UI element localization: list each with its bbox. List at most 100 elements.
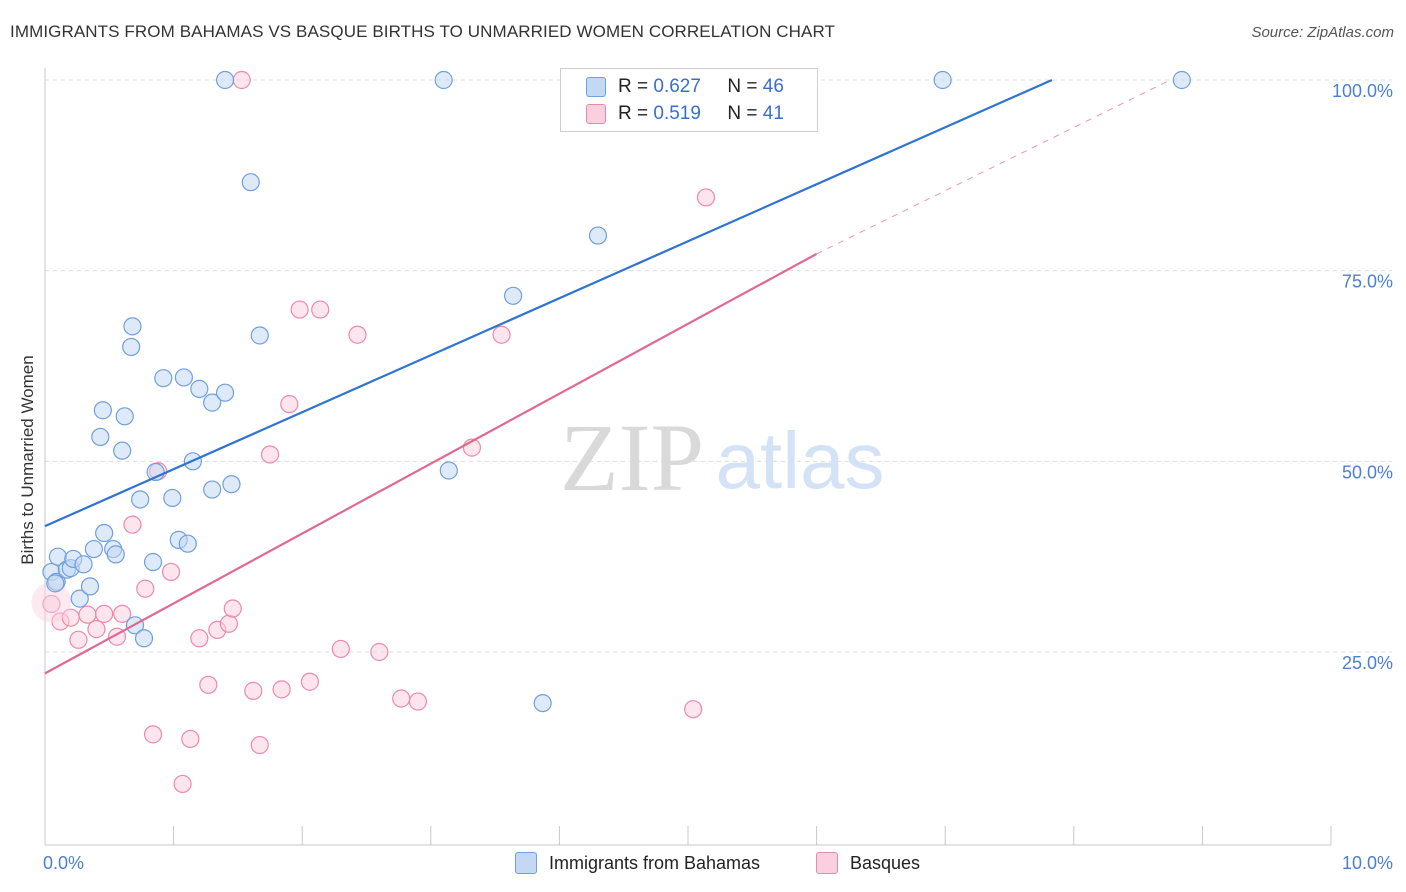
legend-n-value: 46 bbox=[762, 76, 784, 97]
watermark-atlas: atlas bbox=[716, 416, 885, 505]
data-point-bahamas bbox=[70, 589, 89, 608]
data-point-bahamas bbox=[215, 70, 235, 90]
data-point-basques bbox=[684, 700, 703, 719]
y-tick-label: 50.0% bbox=[1342, 462, 1393, 482]
data-point-basques bbox=[331, 639, 350, 659]
source-label: Source: ZipAtlas.com bbox=[1251, 24, 1394, 41]
data-point-bahamas bbox=[190, 379, 209, 398]
data-point-basques bbox=[300, 672, 320, 691]
data-point-basques bbox=[696, 188, 716, 207]
data-point-bahamas bbox=[74, 555, 93, 574]
data-point-basques bbox=[95, 604, 114, 623]
data-point-bahamas bbox=[123, 317, 142, 336]
data-point-basques bbox=[113, 604, 132, 623]
data-point-basques bbox=[87, 620, 106, 639]
data-point-basques bbox=[244, 681, 263, 700]
data-point-basques bbox=[408, 692, 428, 711]
data-point-bahamas bbox=[203, 480, 222, 499]
legend-row-basques: R = 0.519 N = 41 bbox=[586, 101, 784, 127]
data-point-bahamas bbox=[933, 70, 952, 90]
data-point-basques bbox=[42, 594, 61, 614]
data-point-bahamas bbox=[91, 427, 110, 447]
y-axis-label: Births to Unmarried Women bbox=[18, 355, 37, 565]
bottom-legend-basques[interactable]: Basques bbox=[816, 852, 920, 874]
data-point-bahamas bbox=[122, 337, 141, 357]
legend-r-label: R = bbox=[618, 103, 649, 124]
grid bbox=[45, 79, 1392, 653]
x-tick-label: 10.0% bbox=[1342, 853, 1393, 873]
watermark-zip: ZIP bbox=[560, 404, 704, 511]
bottom-legend-label-bahamas: Immigrants from Bahamas bbox=[549, 852, 761, 873]
data-point-bahamas bbox=[163, 488, 182, 508]
data-point-basques bbox=[392, 689, 411, 708]
data-point-basques bbox=[492, 325, 511, 344]
data-point-bahamas bbox=[95, 523, 114, 543]
data-point-bahamas bbox=[84, 539, 103, 559]
data-point-basques bbox=[161, 562, 181, 582]
bottom-legend: Immigrants from Bahamas Basques bbox=[0, 852, 1406, 878]
data-point-bahamas bbox=[178, 534, 197, 553]
watermark: ZIP atlas bbox=[560, 404, 884, 511]
legend-r-value: 0.519 bbox=[653, 103, 701, 124]
trend-lines bbox=[44, 78, 1171, 675]
data-point-bahamas bbox=[80, 577, 100, 596]
y-tick-label: 100.0% bbox=[1332, 81, 1393, 101]
data-point-basques bbox=[181, 729, 200, 749]
data-point-bahamas bbox=[131, 490, 150, 509]
data-point-bahamas bbox=[106, 545, 125, 564]
data-point-basques bbox=[136, 579, 155, 598]
legend-n-value: 41 bbox=[762, 103, 784, 124]
tick-labels: 25.0% 50.0% 75.0% 100.0% 0.0% 10.0% bbox=[43, 81, 1393, 873]
axes bbox=[44, 68, 1332, 846]
data-point-basques bbox=[190, 629, 209, 648]
legend-swatch-bahamas bbox=[586, 77, 606, 97]
data-point-basques bbox=[290, 300, 309, 319]
legend-row-bahamas: R = 0.627 N = 46 bbox=[586, 74, 784, 100]
data-point-bahamas bbox=[588, 226, 608, 245]
trend-line-bahamas bbox=[44, 78, 1053, 528]
data-point-bahamas bbox=[250, 326, 269, 345]
data-point-basques bbox=[123, 515, 142, 534]
data-point-basques bbox=[250, 735, 269, 755]
y-tick-label: 25.0% bbox=[1342, 653, 1393, 673]
bottom-legend-swatch-bahamas bbox=[515, 852, 537, 874]
trend-line-basques bbox=[44, 252, 818, 675]
y-tick-label: 75.0% bbox=[1342, 272, 1393, 292]
data-point-basques bbox=[272, 680, 291, 699]
data-point-basques bbox=[223, 599, 242, 618]
data-point-bahamas bbox=[154, 369, 173, 388]
data-point-bahamas bbox=[115, 407, 134, 426]
data-point-basques bbox=[173, 774, 192, 794]
data-point-basques-cluster bbox=[31, 582, 72, 623]
legend-swatch-basques bbox=[586, 104, 606, 124]
data-point-basques bbox=[219, 614, 238, 633]
data-point-bahamas bbox=[434, 70, 453, 90]
data-point-bahamas bbox=[134, 629, 154, 648]
data-point-bahamas bbox=[174, 368, 193, 387]
data-point-bahamas bbox=[113, 441, 132, 460]
data-point-basques bbox=[370, 642, 389, 662]
data-point-basques bbox=[311, 300, 330, 319]
legend: R = 0.627 N = 46 R = 0.519 N = 41 bbox=[560, 68, 818, 132]
legend-r-label: R = bbox=[618, 76, 649, 97]
data-point-bahamas bbox=[203, 393, 222, 412]
data-point-basques bbox=[143, 725, 163, 744]
data-point-bahamas bbox=[439, 461, 458, 480]
legend-r-value: 0.627 bbox=[653, 76, 701, 97]
data-point-bahamas bbox=[241, 173, 260, 192]
legend-n-label: N = bbox=[727, 103, 758, 124]
trend-line-basques-extension bbox=[816, 79, 1171, 255]
series-bahamas-points bbox=[42, 70, 1191, 713]
chart-title: IMMIGRANTS FROM BAHAMAS VS BASQUE BIRTHS… bbox=[10, 22, 836, 41]
data-point-bahamas bbox=[215, 383, 235, 402]
legend-n-label: N = bbox=[727, 76, 758, 97]
data-point-basques bbox=[260, 445, 280, 464]
bottom-legend-label-basques: Basques bbox=[850, 852, 921, 873]
data-point-basques bbox=[69, 630, 88, 649]
bottom-legend-bahamas[interactable]: Immigrants from Bahamas bbox=[515, 852, 760, 874]
data-point-basques bbox=[199, 675, 218, 694]
data-point-basques bbox=[232, 70, 251, 90]
data-point-basques bbox=[348, 325, 367, 344]
data-point-bahamas bbox=[143, 552, 163, 572]
